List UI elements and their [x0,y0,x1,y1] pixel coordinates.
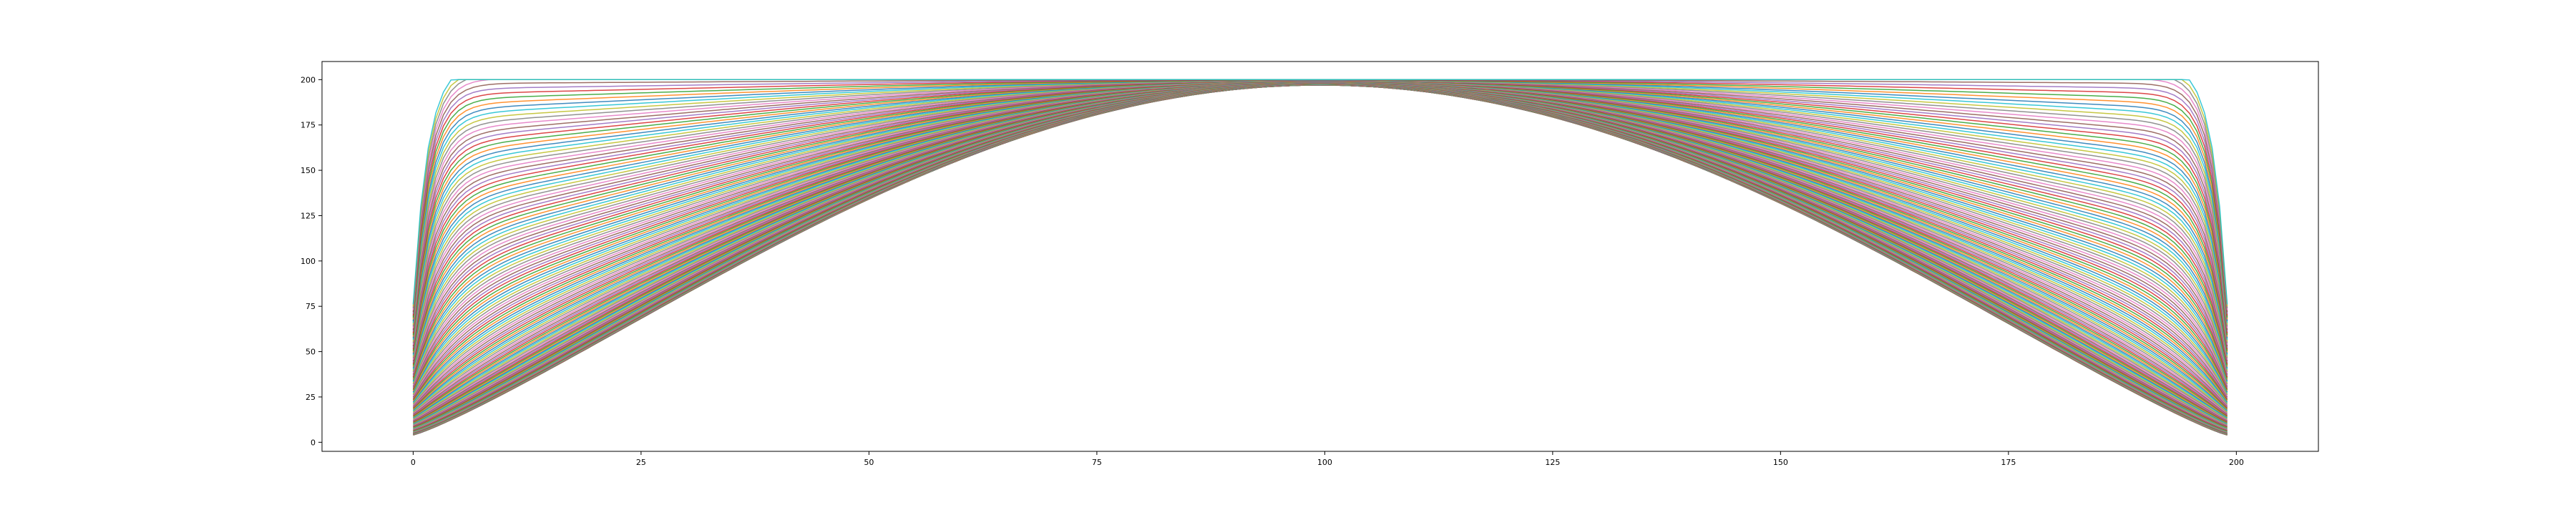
x-tick-label-0: 0 [411,458,416,467]
series-group [412,79,2228,436]
series-line-96 [412,82,2228,386]
series-line-24 [413,84,2228,433]
axes-frame [321,61,2319,452]
x-tick-label-4: 100 [1317,458,1332,467]
y-tick-label-5: 125 [301,211,316,220]
series-line-106 [412,82,2228,374]
x-tick-label-6: 150 [1773,458,1788,467]
series-line-98 [412,82,2228,383]
x-tick-label-7: 175 [2001,458,2016,467]
y-tick-label-4: 100 [301,257,316,266]
y-tick-label-1: 25 [306,393,316,402]
y-tick-label-0: 0 [311,438,316,447]
x-tick-label-1: 25 [636,458,646,467]
y-tick-label-2: 50 [306,348,316,357]
y-axis-ticks: 0 25 50 75 100 125 150 175 200 [301,75,322,447]
series-line-149 [412,79,2228,305]
series-line-119 [412,81,2228,355]
series-line-109 [412,82,2228,370]
series-line-64 [412,83,2228,416]
series-line-104 [412,82,2228,376]
series-line-81 [412,83,2228,401]
series-line-84 [412,82,2228,398]
x-tick-label-5: 125 [1545,458,1560,467]
y-tick-label-6: 150 [301,166,316,175]
y-tick-label-3: 75 [306,302,316,311]
series-line-78 [412,83,2228,404]
y-tick-label-8: 200 [301,75,316,84]
series-line-93 [412,82,2228,389]
x-tick-label-8: 200 [2229,458,2244,467]
y-tick-label-7: 175 [301,121,316,130]
x-tick-label-3: 75 [1092,458,1102,467]
series-line-75 [412,83,2228,407]
series-line-116 [412,81,2228,360]
series-line-60 [413,84,2228,418]
series-line-126 [412,80,2228,345]
series-line-130 [412,80,2228,338]
x-axis-ticks: 0 25 50 75 100 125 150 175 200 [411,451,2244,467]
x-tick-label-2: 50 [864,458,874,467]
series-line-128 [412,80,2228,342]
series-line-4 [413,84,2228,436]
